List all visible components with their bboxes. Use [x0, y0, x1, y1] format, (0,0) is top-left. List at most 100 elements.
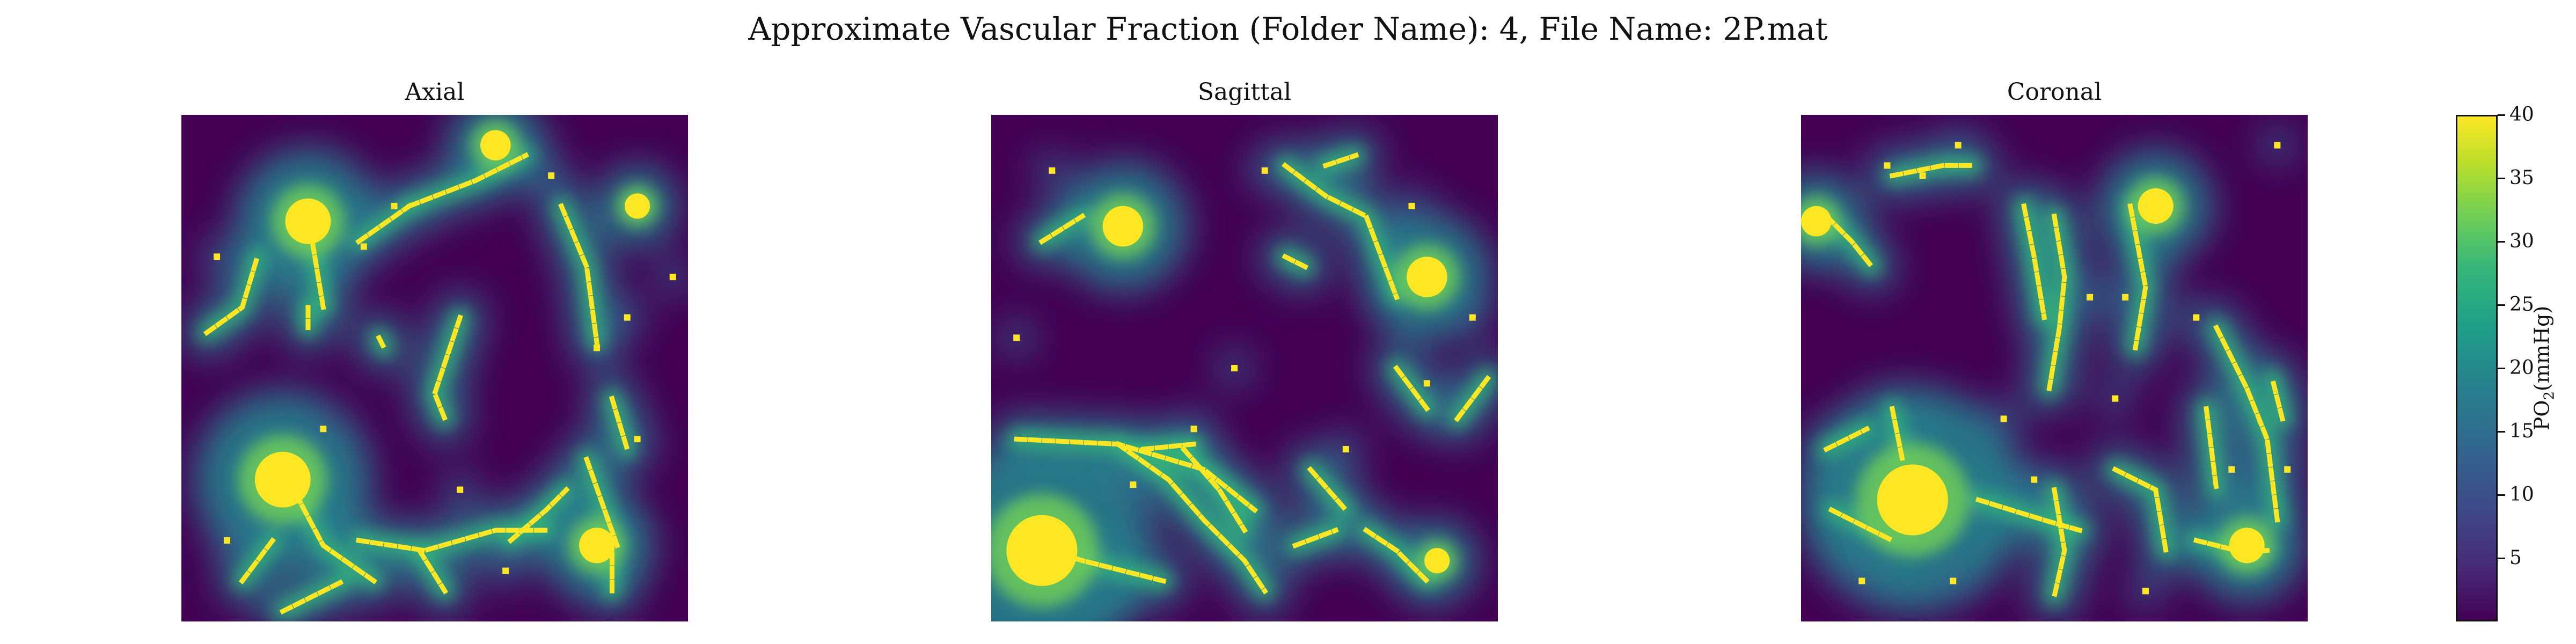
vessel-core — [1014, 436, 1258, 514]
vessel-dot — [457, 486, 464, 493]
vessel-blob — [625, 193, 650, 219]
vessel-blob — [1102, 206, 1144, 247]
colorbar-tick-mark — [2498, 368, 2505, 369]
colorbar-tick-label: 5 — [2509, 547, 2522, 569]
coronal-panel-title: Coronal — [2007, 78, 2102, 106]
figure-title: Approximate Vascular Fraction (Folder Na… — [748, 11, 1828, 47]
vessel-dot — [1858, 577, 1865, 584]
vessel-dot — [1955, 142, 1962, 149]
vessel-dot — [1342, 446, 1349, 453]
vessel-dot — [2031, 476, 2038, 483]
vessel-dot — [1013, 334, 1020, 341]
vessel-dot — [1469, 314, 1476, 321]
vessel-core — [1114, 441, 1269, 595]
vessel-core — [1975, 496, 2083, 533]
vessel-dot — [320, 426, 327, 433]
vessel-core — [1038, 213, 1086, 245]
coronal-heatmap — [1801, 115, 2308, 621]
vessel-dot — [1190, 426, 1197, 433]
vessel-dot — [624, 314, 631, 321]
vessel-core — [1140, 441, 1197, 452]
colorbar-tick-label: 35 — [2509, 167, 2534, 189]
colorbar — [2456, 115, 2498, 621]
vessel-dot — [502, 567, 509, 574]
vessel-core — [1889, 406, 1906, 463]
vessel-core — [609, 395, 631, 452]
colorbar-tick-label: 30 — [2509, 230, 2534, 252]
vessel-blob — [2229, 528, 2265, 564]
vessel-core — [1823, 426, 1870, 453]
colorbar-tick-mark — [2498, 114, 2505, 116]
colorbar-tick-label: 40 — [2509, 104, 2534, 126]
vessel-core — [2112, 466, 2169, 553]
vessel-dot — [2112, 395, 2119, 402]
heatmap-svg — [991, 115, 1498, 621]
colorbar-tick-mark — [2498, 304, 2505, 306]
vessel-core — [2213, 324, 2280, 523]
vessel-core — [1828, 507, 1896, 544]
vessel-dot — [594, 345, 601, 352]
vessel-blob — [1877, 464, 1948, 536]
vessel-dot — [2193, 314, 2200, 321]
colorbar-tick-label: 15 — [2509, 420, 2534, 442]
vessel-blob — [254, 451, 311, 508]
vessel-dot — [1884, 162, 1891, 169]
heatmap-svg — [1801, 115, 2308, 621]
vessel-core — [1307, 466, 1350, 514]
sagittal-heatmap — [991, 115, 1498, 621]
vessel-blob — [1407, 257, 1447, 297]
vessel-blob — [480, 130, 511, 160]
vessel-dot — [391, 202, 398, 209]
vessel-core — [2127, 203, 2148, 351]
vessel-dot — [2284, 466, 2291, 473]
vessel-core — [1363, 526, 1431, 584]
vessel-dot — [360, 243, 367, 250]
vessel-core — [1454, 375, 1491, 422]
vessel-core — [355, 202, 413, 245]
colorbar-tick-mark — [2498, 178, 2505, 179]
colorbar-tick-mark — [2498, 241, 2505, 243]
vessel-dot — [1049, 167, 1056, 174]
vessel-dot — [214, 253, 221, 260]
vessel-core — [279, 577, 347, 615]
vessel-dot — [634, 436, 641, 443]
vessel-core — [1282, 253, 1309, 270]
colorbar-tick-mark — [2498, 494, 2505, 496]
vessel-core — [2204, 406, 2220, 493]
vessel-core — [432, 314, 463, 422]
axial-panel-title: Axial — [405, 78, 465, 106]
vessel-blob — [285, 198, 331, 244]
vessel-dot — [223, 537, 230, 544]
vessel-core — [376, 334, 387, 352]
vessel-dot — [2142, 588, 2149, 595]
colorbar-tick-mark — [2498, 431, 2505, 433]
colorbar-tick-label: 10 — [2509, 484, 2534, 506]
colorbar-label: PO2(mmHg) — [2530, 305, 2558, 431]
vessel-dot — [1423, 380, 1430, 387]
vessel-core — [583, 456, 620, 549]
vessel-core — [558, 203, 600, 346]
vessel-blob — [2138, 188, 2174, 224]
vessel-core — [2051, 487, 2067, 599]
vessel-dot — [2274, 142, 2281, 149]
vessel-core — [416, 547, 449, 595]
vessel-core — [203, 253, 261, 336]
vessel-dot — [548, 172, 555, 179]
vessel-core — [1889, 163, 1976, 179]
vessel-dot — [2228, 466, 2235, 473]
vessel-core — [507, 486, 570, 544]
vessel-core — [1823, 213, 1876, 270]
vessel-core — [406, 152, 529, 209]
vessel-dot — [2000, 415, 2007, 422]
vessel-blob — [1801, 206, 1832, 237]
vessel-core — [2046, 213, 2067, 391]
vessel-core — [1393, 364, 1431, 412]
vessel-core — [1292, 527, 1339, 549]
colorbar-tick-mark — [2498, 558, 2505, 559]
sagittal-panel-title: Sagittal — [1197, 78, 1292, 106]
vessel-dot — [1231, 365, 1238, 371]
colorbar-tick-label: 20 — [2509, 357, 2534, 379]
vessel-blob — [1006, 515, 1078, 586]
vessel-core — [2269, 375, 2286, 422]
vessel-core — [1322, 152, 1359, 169]
